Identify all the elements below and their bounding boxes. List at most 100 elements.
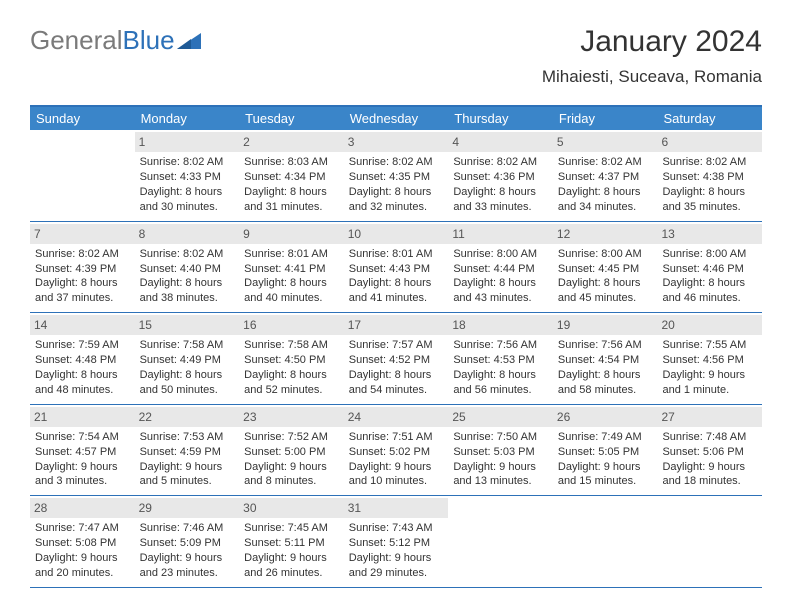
daylight-text: Daylight: 9 hours and 26 minutes. (244, 551, 339, 581)
daylight-text: Daylight: 9 hours and 23 minutes. (140, 551, 235, 581)
sunset-text: Sunset: 5:11 PM (244, 536, 339, 551)
week-row: 28 Sunrise: 7:47 AMSunset: 5:08 PMDayligh… (30, 496, 762, 588)
day-cell: 20Sunrise: 7:55 AMSunset: 4:56 PMDayligh… (657, 313, 762, 404)
day-cell: 29 Sunrise: 7:46 AMSunset: 5:09 PMDayligh… (135, 496, 240, 587)
sunrise-text: Sunrise: 8:03 AM (244, 155, 339, 170)
weeks-container: 1Sunrise: 8:02 AMSunset: 4:33 PMDaylight… (30, 130, 762, 588)
sunset-text: Sunset: 4:56 PM (662, 353, 757, 368)
day-header: Friday (553, 107, 658, 130)
day-number: 30 (239, 498, 344, 518)
week-row: 21Sunrise: 7:54 AMSunset: 4:57 PMDayligh… (30, 405, 762, 497)
daylight-text: Daylight: 8 hours and 33 minutes. (453, 185, 548, 215)
week-row: 1Sunrise: 8:02 AMSunset: 4:33 PMDaylight… (30, 130, 762, 222)
day-number: 4 (448, 132, 553, 152)
sunset-text: Sunset: 4:40 PM (140, 262, 235, 277)
day-number: 29 (135, 498, 240, 518)
day-number: 5 (553, 132, 658, 152)
day-info: Sunrise: 7:58 AMSunset: 4:49 PMDaylight:… (139, 338, 236, 397)
daylight-text: Daylight: 8 hours and 40 minutes. (244, 276, 339, 306)
sunrise-text: Sunrise: 8:00 AM (558, 247, 653, 262)
day-cell: 12Sunrise: 8:00 AMSunset: 4:45 PMDayligh… (553, 222, 658, 313)
day-cell: 4Sunrise: 8:02 AMSunset: 4:36 PMDaylight… (448, 130, 553, 221)
day-cell: 21Sunrise: 7:54 AMSunset: 4:57 PMDayligh… (30, 405, 135, 496)
sunrise-text: Sunrise: 8:01 AM (349, 247, 444, 262)
day-header: Wednesday (344, 107, 449, 130)
sunrise-text: Sunrise: 7:59 AM (35, 338, 130, 353)
sunrise-text: Sunrise: 7:46 AM (140, 521, 235, 536)
calendar: SundayMondayTuesdayWednesdayThursdayFrid… (30, 105, 762, 588)
daylight-text: Daylight: 9 hours and 29 minutes. (349, 551, 444, 581)
day-info: Sunrise: 7:45 AMSunset: 5:11 PMDaylight:… (243, 521, 340, 580)
sunrise-text: Sunrise: 7:56 AM (453, 338, 548, 353)
sunrise-text: Sunrise: 7:54 AM (35, 430, 130, 445)
daylight-text: Daylight: 9 hours and 18 minutes. (662, 460, 757, 490)
sunset-text: Sunset: 4:49 PM (140, 353, 235, 368)
sunset-text: Sunset: 5:08 PM (35, 536, 130, 551)
sunrise-text: Sunrise: 7:51 AM (349, 430, 444, 445)
daylight-text: Daylight: 8 hours and 50 minutes. (140, 368, 235, 398)
sunset-text: Sunset: 4:38 PM (662, 170, 757, 185)
sunset-text: Sunset: 5:02 PM (349, 445, 444, 460)
day-header: Sunday (30, 107, 135, 130)
sunset-text: Sunset: 5:09 PM (140, 536, 235, 551)
day-info: Sunrise: 7:56 AMSunset: 4:54 PMDaylight:… (557, 338, 654, 397)
sunset-text: Sunset: 4:46 PM (662, 262, 757, 277)
day-number: 28 (30, 498, 135, 518)
daylight-text: Daylight: 8 hours and 48 minutes. (35, 368, 130, 398)
day-cell: 23Sunrise: 7:52 AMSunset: 5:00 PMDayligh… (239, 405, 344, 496)
day-cell: 26Sunrise: 7:49 AMSunset: 5:05 PMDayligh… (553, 405, 658, 496)
day-number: 31 (344, 498, 449, 518)
sunrise-text: Sunrise: 8:02 AM (453, 155, 548, 170)
sunset-text: Sunset: 5:00 PM (244, 445, 339, 460)
day-header: Tuesday (239, 107, 344, 130)
day-info: Sunrise: 8:02 AMSunset: 4:37 PMDaylight:… (557, 155, 654, 214)
day-header-row: SundayMondayTuesdayWednesdayThursdayFrid… (30, 107, 762, 130)
sunrise-text: Sunrise: 7:57 AM (349, 338, 444, 353)
daylight-text: Daylight: 8 hours and 34 minutes. (558, 185, 653, 215)
sunset-text: Sunset: 4:34 PM (244, 170, 339, 185)
sunrise-text: Sunrise: 8:02 AM (140, 247, 235, 262)
sunrise-text: Sunrise: 8:02 AM (349, 155, 444, 170)
day-number: 19 (553, 315, 658, 335)
day-number: 2 (239, 132, 344, 152)
day-cell: 30 Sunrise: 7:45 AMSunset: 5:11 PMDayligh… (239, 496, 344, 587)
day-number: 27 (657, 407, 762, 427)
day-info: Sunrise: 7:47 AMSunset: 5:08 PMDaylight:… (34, 521, 131, 580)
month-title: January 2024 (542, 25, 762, 59)
day-info: Sunrise: 7:52 AMSunset: 5:00 PMDaylight:… (243, 430, 340, 489)
day-cell: 31Sunrise: 7:43 AMSunset: 5:12 PMDayligh… (344, 496, 449, 587)
day-info: Sunrise: 7:57 AMSunset: 4:52 PMDaylight:… (348, 338, 445, 397)
day-number: 12 (553, 224, 658, 244)
day-cell: 17 Sunrise: 7:57 AMSunset: 4:52 PMDayligh… (344, 313, 449, 404)
day-cell: 25Sunrise: 7:50 AMSunset: 5:03 PMDayligh… (448, 405, 553, 496)
sunrise-text: Sunrise: 7:56 AM (558, 338, 653, 353)
day-cell: 11Sunrise: 8:00 AMSunset: 4:44 PMDayligh… (448, 222, 553, 313)
day-info: Sunrise: 8:00 AMSunset: 4:46 PMDaylight:… (661, 247, 758, 306)
day-number: 3 (344, 132, 449, 152)
sunset-text: Sunset: 4:39 PM (35, 262, 130, 277)
sunset-text: Sunset: 4:43 PM (349, 262, 444, 277)
sunset-text: Sunset: 4:33 PM (140, 170, 235, 185)
day-cell: 8Sunrise: 8:02 AMSunset: 4:40 PMDaylight… (135, 222, 240, 313)
sunrise-text: Sunrise: 7:58 AM (244, 338, 339, 353)
daylight-text: Daylight: 8 hours and 46 minutes. (662, 276, 757, 306)
day-cell: 14Sunrise: 7:59 AMSunset: 4:48 PMDayligh… (30, 313, 135, 404)
title-block: January 2024 Mihaiesti, Suceava, Romania (542, 25, 762, 87)
sunset-text: Sunset: 5:03 PM (453, 445, 548, 460)
sunrise-text: Sunrise: 8:01 AM (244, 247, 339, 262)
sunset-text: Sunset: 4:35 PM (349, 170, 444, 185)
daylight-text: Daylight: 8 hours and 58 minutes. (558, 368, 653, 398)
day-header: Saturday (657, 107, 762, 130)
sunset-text: Sunset: 4:57 PM (35, 445, 130, 460)
sunrise-text: Sunrise: 8:02 AM (140, 155, 235, 170)
day-number: 11 (448, 224, 553, 244)
day-number: 17 (344, 315, 449, 335)
day-cell: 5 Sunrise: 8:02 AMSunset: 4:37 PMDaylight… (553, 130, 658, 221)
sunset-text: Sunset: 5:12 PM (349, 536, 444, 551)
day-info: Sunrise: 7:56 AMSunset: 4:53 PMDaylight:… (452, 338, 549, 397)
logo: GeneralBlue (30, 25, 203, 56)
day-number: 16 (239, 315, 344, 335)
day-cell: 28 Sunrise: 7:47 AMSunset: 5:08 PMDayligh… (30, 496, 135, 587)
sunrise-text: Sunrise: 8:02 AM (35, 247, 130, 262)
daylight-text: Daylight: 8 hours and 31 minutes. (244, 185, 339, 215)
